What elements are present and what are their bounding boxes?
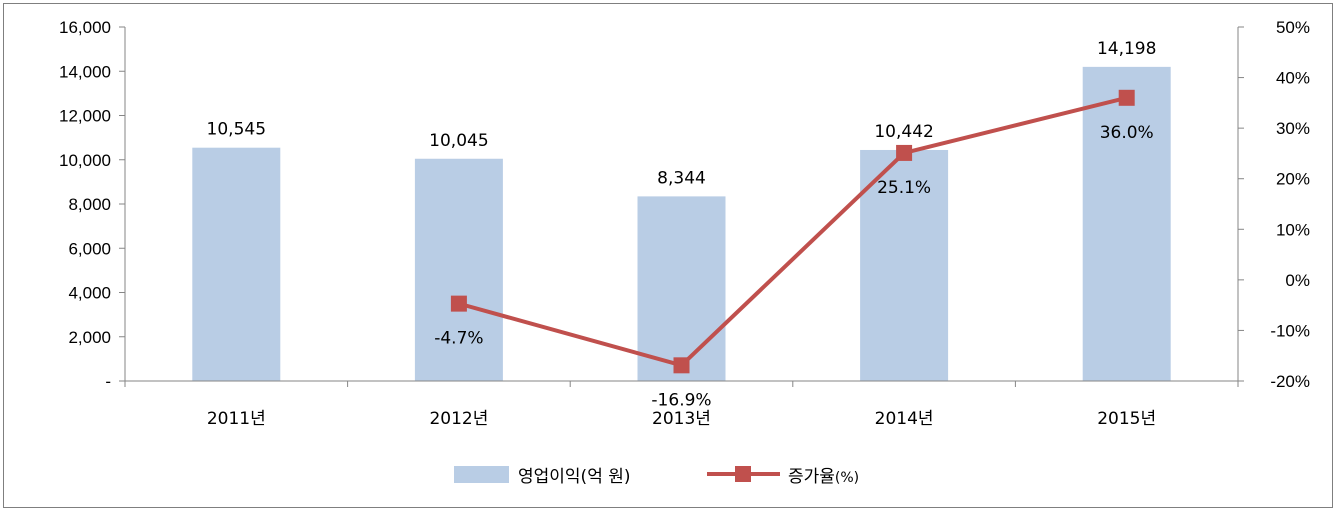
y-right-tick-label: 40% xyxy=(1276,69,1310,88)
y-left-tick-label: 10,000 xyxy=(59,151,111,170)
y-left-tick-label: - xyxy=(105,372,111,391)
y-left-tick-label: 8,000 xyxy=(68,195,111,214)
y-right-tick-label: -10% xyxy=(1270,321,1310,340)
line-data-label: -4.7% xyxy=(434,329,483,349)
x-tick-label: 2012년 xyxy=(429,409,488,429)
y-left-tick-label: 14,000 xyxy=(59,62,111,81)
bar-2012년 xyxy=(414,158,503,381)
bar-2011년 xyxy=(192,147,281,381)
bar-2013년 xyxy=(637,196,726,381)
growth-rate-marker xyxy=(450,295,467,312)
y-right-tick-label: 10% xyxy=(1276,220,1310,239)
bar-data-label: 10,545 xyxy=(207,120,266,140)
y-left-tick-label: 16,000 xyxy=(59,18,111,37)
x-tick-label: 2015년 xyxy=(1097,409,1156,429)
legend-line-label-text: 증가율 xyxy=(788,467,835,487)
line-data-label: 25.1% xyxy=(877,178,931,198)
y-left-tick-label: 12,000 xyxy=(59,107,111,126)
y-right-tick-label: 50% xyxy=(1276,18,1310,37)
y-left-tick-label: 2,000 xyxy=(68,328,111,347)
legend-line-label: 증가율(%) xyxy=(788,467,859,487)
legend-line-label-unit: (%) xyxy=(835,470,859,486)
bar-data-label: 14,198 xyxy=(1097,39,1156,59)
y-right-tick-label: -20% xyxy=(1270,372,1310,391)
y-right-tick-label: 30% xyxy=(1276,119,1310,138)
x-tick-label: 2014년 xyxy=(875,409,934,429)
bar-data-label: 10,442 xyxy=(874,122,933,142)
line-data-label: -16.9% xyxy=(651,390,711,410)
bar-2015년 xyxy=(1082,66,1171,381)
x-tick-label: 2013년 xyxy=(652,409,711,429)
x-tick-label: 2011년 xyxy=(207,409,266,429)
bar-2014년 xyxy=(860,149,949,381)
legend-bar-label: 영업이익(억 원) xyxy=(518,467,631,487)
y-right-tick-label: 20% xyxy=(1276,170,1310,189)
bar-data-label: 8,344 xyxy=(657,168,706,188)
bar-data-label: 10,045 xyxy=(429,131,488,151)
growth-rate-marker xyxy=(673,357,690,374)
line-data-label: 36.0% xyxy=(1100,123,1154,143)
legend-bar-swatch xyxy=(454,466,509,483)
growth-rate-line xyxy=(458,95,1128,368)
y-right-tick-label: 0% xyxy=(1285,271,1310,290)
y-left-tick-label: 4,000 xyxy=(68,284,111,303)
growth-rate-marker xyxy=(1118,89,1135,106)
y-left-tick-label: 6,000 xyxy=(68,239,111,258)
growth-rate-marker xyxy=(896,144,913,161)
legend-line-marker xyxy=(735,466,751,482)
